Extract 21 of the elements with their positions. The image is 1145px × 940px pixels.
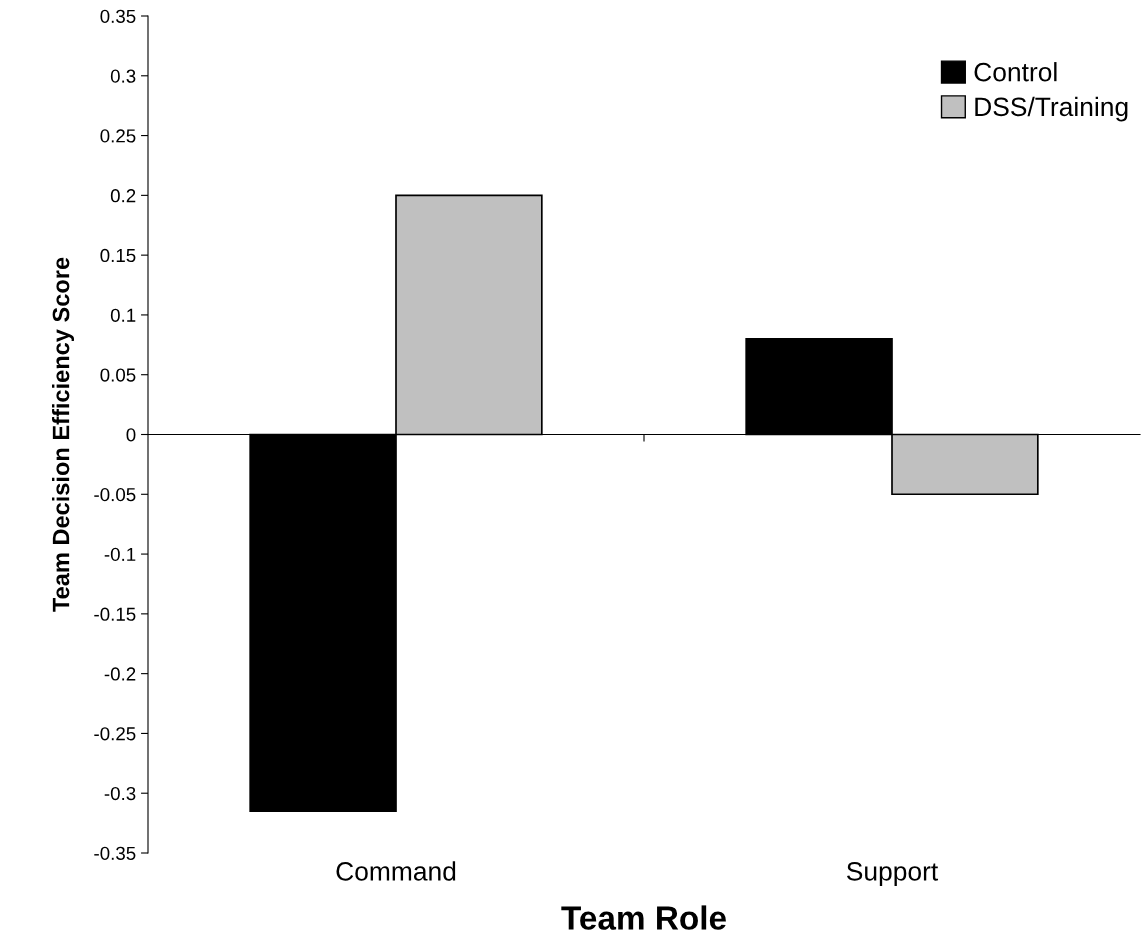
y-tick-label: -0.05 <box>94 487 136 502</box>
y-tick-label: 0.3 <box>110 69 136 83</box>
x-axis-title: Team Role <box>561 905 726 930</box>
x-tick-label: Command <box>336 861 456 881</box>
y-tick-label: 0 <box>126 428 136 442</box>
legend-label: Control <box>974 62 1057 82</box>
y-tick-label: 0.25 <box>100 129 136 143</box>
x-tick-label: Support <box>846 862 939 886</box>
y-tick-label: -0.3 <box>104 786 136 801</box>
y-tick-label: -0.25 <box>94 727 136 741</box>
y-tick-label: 0.15 <box>100 248 136 263</box>
y-tick-label: 0.35 <box>100 9 136 23</box>
y-tick-label: -0.2 <box>104 667 136 681</box>
legend-label: DSS/Training <box>975 96 1128 122</box>
y-tick-label: 0.05 <box>100 368 136 382</box>
y-tick-label: -0.15 <box>94 607 136 621</box>
y-tick-label: 0.2 <box>110 189 136 203</box>
y-tick-label: -0.1 <box>104 547 136 562</box>
y-tick-label: 0.1 <box>110 308 136 322</box>
y-tick-label: -0.35 <box>94 846 136 860</box>
y-axis-title: Team Decision Efficiency Score <box>52 257 75 612</box>
